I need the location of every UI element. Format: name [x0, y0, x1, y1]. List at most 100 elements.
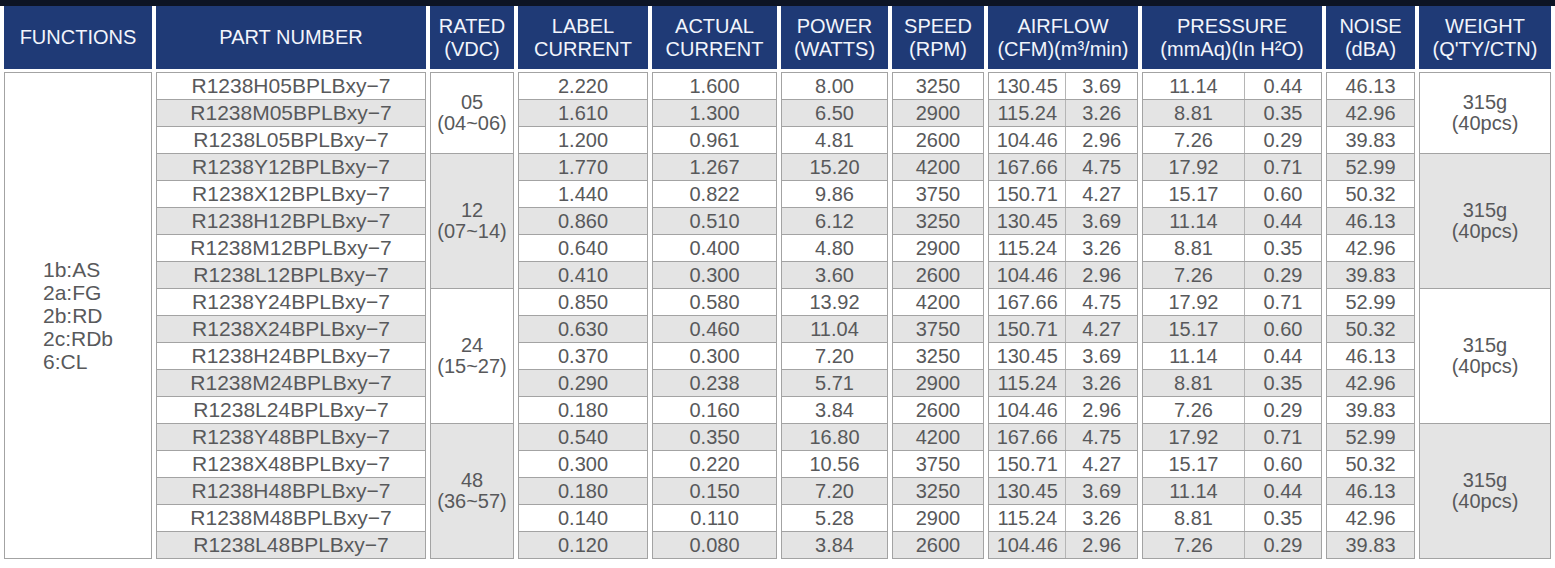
- part-number-cell: R1238Y12BPLBxy−7: [156, 154, 426, 181]
- actual-current-cell: 1.300: [652, 100, 777, 127]
- weight-qty: (40pcs): [1420, 113, 1550, 134]
- function-item: 2b:RD: [43, 304, 113, 327]
- header-sublabel: (RPM): [892, 38, 984, 60]
- fan-spec-table: FUNCTIONS PART NUMBER RATED(VDC) LABELCU…: [0, 6, 1555, 559]
- pressure-mmaq-value: 11.14: [1143, 478, 1245, 504]
- table-row: R1238L48BPLBxy−7 0.120 0.080 3.84 2600 1…: [4, 532, 1551, 559]
- label-current-cell: 0.860: [518, 208, 648, 235]
- label-current-cell: 0.300: [518, 451, 648, 478]
- pressure-inh2o-value: 0.44: [1245, 73, 1321, 99]
- header-pressure: PRESSURE(mmAq)(In H²O): [1142, 6, 1322, 72]
- power-cell: 6.12: [781, 208, 888, 235]
- speed-cell: 4200: [892, 289, 984, 316]
- part-number-cell: R1238X48BPLBxy−7: [156, 451, 426, 478]
- speed-cell: 3250: [892, 478, 984, 505]
- airflow-m3min-value: 2.96: [1066, 397, 1137, 423]
- table-row: R1238L24BPLBxy−7 0.180 0.160 3.84 2600 1…: [4, 397, 1551, 424]
- pressure-cell: 7.260.29: [1142, 397, 1322, 424]
- table-row: R1238M48BPLBxy−7 0.140 0.110 5.28 2900 1…: [4, 505, 1551, 532]
- table-row: R1238X12BPLBxy−7 1.440 0.822 9.86 3750 1…: [4, 181, 1551, 208]
- airflow-cfm-value: 115.24: [989, 100, 1066, 126]
- header-functions: FUNCTIONS: [4, 6, 152, 72]
- header-sublabel: (Q'TY/CTN): [1419, 38, 1551, 60]
- pressure-inh2o-value: 0.60: [1245, 451, 1321, 477]
- airflow-cfm-value: 104.46: [989, 397, 1066, 423]
- pressure-mmaq-value: 17.92: [1143, 154, 1245, 180]
- weight-qty: (40pcs): [1420, 491, 1550, 512]
- speed-cell: 4200: [892, 154, 984, 181]
- actual-current-cell: 0.160: [652, 397, 777, 424]
- airflow-cfm-value: 167.66: [989, 289, 1066, 315]
- function-item: 6:CL: [43, 350, 113, 373]
- rated-voltage: 12: [431, 200, 513, 221]
- part-number-cell: R1238X24BPLBxy−7: [156, 316, 426, 343]
- speed-cell: 3250: [892, 208, 984, 235]
- pressure-cell: 11.140.44: [1142, 72, 1322, 100]
- pressure-inh2o-value: 0.35: [1245, 505, 1321, 531]
- actual-current-cell: 0.400: [652, 235, 777, 262]
- pressure-cell: 11.140.44: [1142, 343, 1322, 370]
- pressure-mmaq-value: 7.26: [1143, 397, 1245, 423]
- power-cell: 9.86: [781, 181, 888, 208]
- pressure-inh2o-value: 0.71: [1245, 289, 1321, 315]
- airflow-cfm-value: 130.45: [989, 73, 1066, 99]
- airflow-cell: 150.714.27: [988, 451, 1138, 478]
- speed-cell: 3250: [892, 343, 984, 370]
- rated-voltage: 48: [431, 470, 513, 491]
- actual-current-cell: 0.580: [652, 289, 777, 316]
- pressure-mmaq-value: 7.26: [1143, 127, 1245, 153]
- weight-value: 315g: [1420, 200, 1550, 221]
- noise-cell: 42.96: [1326, 505, 1415, 532]
- pressure-cell: 8.810.35: [1142, 370, 1322, 397]
- label-current-cell: 0.180: [518, 478, 648, 505]
- table-row: R1238H12BPLBxy−7 0.860 0.510 6.12 3250 1…: [4, 208, 1551, 235]
- speed-cell: 2900: [892, 100, 984, 127]
- rated-voltage: 05: [431, 92, 513, 113]
- table-header: FUNCTIONS PART NUMBER RATED(VDC) LABELCU…: [4, 6, 1551, 72]
- airflow-cfm-value: 150.71: [989, 181, 1066, 207]
- actual-current-cell: 0.080: [652, 532, 777, 559]
- header-actual-current: ACTUALCURRENT: [652, 6, 777, 72]
- noise-cell: 39.83: [1326, 262, 1415, 289]
- power-cell: 11.04: [781, 316, 888, 343]
- pressure-mmaq-value: 11.14: [1143, 343, 1245, 369]
- rated-range: (04~06): [431, 113, 513, 134]
- table-row: R1238Y12BPLBxy−7 12(07~14) 1.770 1.267 1…: [4, 154, 1551, 181]
- pressure-cell: 7.260.29: [1142, 127, 1322, 154]
- pressure-inh2o-value: 0.44: [1245, 208, 1321, 234]
- speed-cell: 2900: [892, 370, 984, 397]
- weight-cell: 315g(40pcs): [1419, 72, 1551, 154]
- pressure-cell: 11.140.44: [1142, 208, 1322, 235]
- label-current-cell: 0.410: [518, 262, 648, 289]
- rated-vdc-cell: 12(07~14): [430, 154, 514, 289]
- weight-value: 315g: [1420, 335, 1550, 356]
- weight-qty: (40pcs): [1420, 221, 1550, 242]
- function-item: 2a:FG: [43, 281, 113, 304]
- label-current-cell: 0.140: [518, 505, 648, 532]
- airflow-cell: 167.664.75: [988, 154, 1138, 181]
- weight-cell: 315g(40pcs): [1419, 289, 1551, 424]
- power-cell: 16.80: [781, 424, 888, 451]
- airflow-m3min-value: 2.96: [1066, 262, 1137, 288]
- table-row: R1238M05BPLBxy−7 1.610 1.300 6.50 2900 1…: [4, 100, 1551, 127]
- pressure-inh2o-value: 0.29: [1245, 262, 1321, 288]
- weight-cell: 315g(40pcs): [1419, 154, 1551, 289]
- noise-cell: 42.96: [1326, 370, 1415, 397]
- part-number-cell: R1238H48BPLBxy−7: [156, 478, 426, 505]
- noise-cell: 42.96: [1326, 100, 1415, 127]
- label-current-cell: 0.850: [518, 289, 648, 316]
- part-number-cell: R1238M24BPLBxy−7: [156, 370, 426, 397]
- header-label: RATED: [430, 15, 514, 37]
- header-label: ACTUAL: [652, 15, 777, 37]
- part-number-cell: R1238M48BPLBxy−7: [156, 505, 426, 532]
- part-number-cell: R1238L05BPLBxy−7: [156, 127, 426, 154]
- header-label: SPEED: [892, 15, 984, 37]
- table-row: R1238X48BPLBxy−7 0.300 0.220 10.56 3750 …: [4, 451, 1551, 478]
- pressure-inh2o-value: 0.44: [1245, 478, 1321, 504]
- pressure-cell: 17.920.71: [1142, 154, 1322, 181]
- part-number-cell: R1238H05BPLBxy−7: [156, 72, 426, 100]
- pressure-cell: 8.810.35: [1142, 235, 1322, 262]
- header-sublabel: CURRENT: [652, 38, 777, 60]
- part-number-cell: R1238L48BPLBxy−7: [156, 532, 426, 559]
- power-cell: 3.84: [781, 532, 888, 559]
